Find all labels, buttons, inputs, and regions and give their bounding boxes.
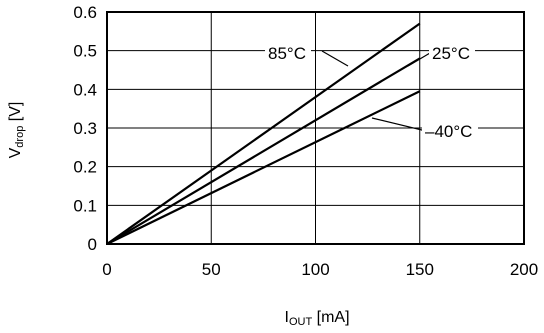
series-label: –40°C [425,122,472,141]
x-tick-label: 100 [301,260,329,279]
y-axis-title-unit: [V] [7,102,24,126]
label-leader-line [371,117,427,132]
label-leader-line [321,50,349,67]
label-leader-lines [321,50,431,132]
y-tick-label: 0.1 [73,196,97,215]
series-label-bg [429,44,475,63]
x-axis-title-main: I [284,309,288,326]
y-tick-label: 0.5 [73,42,97,61]
y-tick-label: 0.2 [73,158,97,177]
y-tick-label: 0 [88,235,97,254]
series-label: 25°C [432,44,470,63]
y-axis-title: Vdrop [V] [7,102,26,159]
x-tick-labels: 0 50 100 150 200 [102,260,538,279]
series-line [106,90,421,245]
y-axis-title-main: V [7,147,24,158]
series-lines [106,22,421,245]
y-tick-label: 0.6 [73,3,97,22]
x-tick-label: 0 [102,260,111,279]
label-leader-line [407,52,431,67]
y-tick-label: 0.3 [73,119,97,138]
series-label-bg [422,122,478,141]
y-tick-label: 0.4 [73,80,97,99]
x-tick-label: 200 [510,260,538,279]
series-label: 85°C [268,44,306,63]
x-tick-label: 150 [406,260,434,279]
series-labels: 85°C 25°C –40°C [265,44,478,141]
plot-frame [106,11,525,245]
series-line [106,57,421,245]
series-label-bg [265,44,311,63]
x-axis-title-sub: OUT [289,316,313,328]
x-axis-title: IOUT [mA] [284,309,349,328]
y-axis-title-sub: drop [14,126,26,148]
x-axis-title-unit: [mA] [312,309,349,326]
x-tick-label: 50 [202,260,221,279]
y-tick-labels: 0 0.1 0.2 0.3 0.4 0.5 0.6 [73,3,97,254]
series-line [106,22,421,245]
grid-lines [107,12,524,244]
